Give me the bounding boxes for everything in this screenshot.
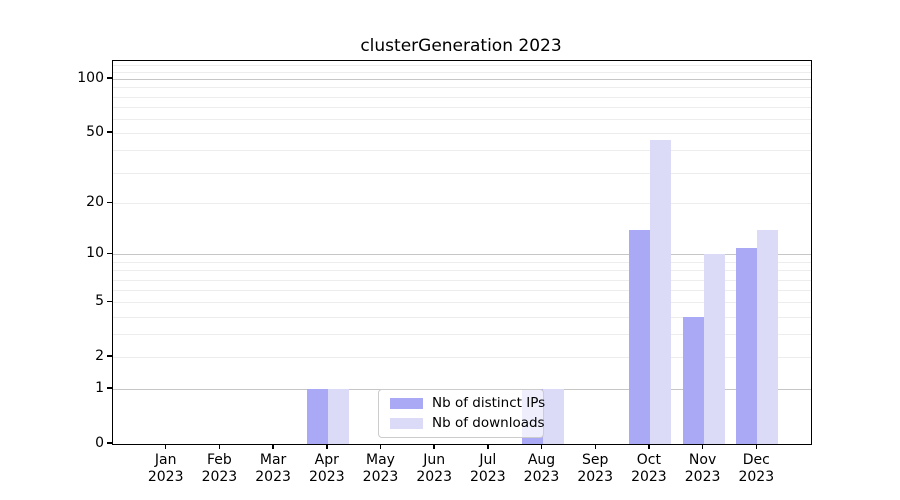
bar-distinct-ips-nov xyxy=(682,316,704,444)
x-tick-label: Dec 2023 xyxy=(738,452,775,485)
x-tick-mark xyxy=(755,444,758,449)
gridline-minor xyxy=(113,107,811,108)
x-tick-mark xyxy=(594,444,596,449)
chart-title: clusterGeneration 2023 xyxy=(360,36,562,56)
plot-area xyxy=(112,60,812,445)
bar-downloads-oct xyxy=(649,139,671,444)
y-tick-mark xyxy=(107,131,112,133)
y-tick-mark xyxy=(107,300,112,303)
x-tick-label: Aug 2023 xyxy=(523,452,560,485)
y-tick-mark xyxy=(107,201,112,203)
x-tick-mark xyxy=(540,444,543,449)
gridline-minor xyxy=(113,357,811,359)
y-tick-label: 2 xyxy=(95,348,104,365)
x-tick-mark xyxy=(218,444,221,449)
x-tick-label: Oct 2023 xyxy=(631,452,667,485)
bar-distinct-ips-oct xyxy=(628,229,650,444)
y-tick-mark xyxy=(107,442,112,444)
x-tick-mark xyxy=(487,444,489,449)
gridline-minor xyxy=(113,71,811,73)
gridline-minor xyxy=(113,334,811,336)
gridline-minor xyxy=(113,279,811,281)
gridline-minor xyxy=(113,261,811,263)
legend-item-distinct-ips: Nb of distinct IPs xyxy=(390,396,545,411)
x-tick-mark xyxy=(379,444,382,449)
gridline-minor xyxy=(113,302,811,304)
y-tick-label: 20 xyxy=(86,194,104,211)
gridline-minor xyxy=(113,87,811,89)
gridline-minor xyxy=(113,203,811,205)
gridline-minor xyxy=(113,96,811,98)
x-tick-mark xyxy=(433,444,435,449)
y-tick-label: 0 xyxy=(95,435,104,451)
bar-downloads-apr xyxy=(327,389,349,444)
x-tick-mark xyxy=(701,444,704,449)
y-tick-label: 50 xyxy=(86,124,104,141)
y-tick-label: 10 xyxy=(86,245,104,262)
x-tick-label: Feb 2023 xyxy=(201,452,238,485)
x-tick-label: Jul 2023 xyxy=(469,452,506,485)
legend-label-downloads: Nb of downloads xyxy=(432,415,545,431)
gridline-major xyxy=(113,79,811,81)
x-tick-label: Nov 2023 xyxy=(684,452,721,485)
gridline-minor xyxy=(113,64,811,66)
x-tick-mark xyxy=(164,444,167,449)
gridline-major xyxy=(113,254,811,256)
x-tick-label: Apr 2023 xyxy=(308,452,345,485)
gridline-minor xyxy=(113,119,811,120)
gridline-minor xyxy=(113,150,811,152)
y-tick-label: 100 xyxy=(77,70,104,87)
y-tick-mark xyxy=(107,355,112,357)
y-tick-mark xyxy=(107,387,112,389)
bar-downloads-nov xyxy=(703,254,725,444)
gridline-minor xyxy=(113,290,811,292)
y-tick-label: 5 xyxy=(95,293,104,310)
x-tick-mark xyxy=(272,444,274,449)
bar-downloads-dec xyxy=(757,229,779,444)
gridline-minor xyxy=(113,172,811,174)
bar-distinct-ips-dec xyxy=(736,247,758,444)
legend-item-downloads: Nb of downloads xyxy=(390,416,545,431)
x-tick-mark xyxy=(326,444,328,449)
legend: Nb of distinct IPs Nb of downloads xyxy=(378,389,545,438)
y-tick-mark xyxy=(107,77,112,79)
x-tick-label: Sep 2023 xyxy=(577,452,613,485)
x-tick-mark xyxy=(648,444,650,449)
legend-swatch-distinct-ips xyxy=(390,398,423,409)
x-tick-label: Mar 2023 xyxy=(255,452,291,485)
gridline-minor xyxy=(113,316,811,318)
gridline-minor xyxy=(113,133,811,135)
bar-downloads-aug xyxy=(542,389,564,444)
y-tick-label: 1 xyxy=(95,380,104,397)
legend-label-distinct-ips: Nb of distinct IPs xyxy=(432,395,546,411)
x-tick-label: May 2023 xyxy=(362,452,399,485)
legend-swatch-downloads xyxy=(390,418,423,429)
gridline-minor xyxy=(113,270,811,272)
y-tick-mark xyxy=(107,252,112,255)
x-tick-label: Jan 2023 xyxy=(147,452,184,485)
x-tick-label: Jun 2023 xyxy=(416,452,452,485)
bar-distinct-ips-apr xyxy=(306,389,328,444)
